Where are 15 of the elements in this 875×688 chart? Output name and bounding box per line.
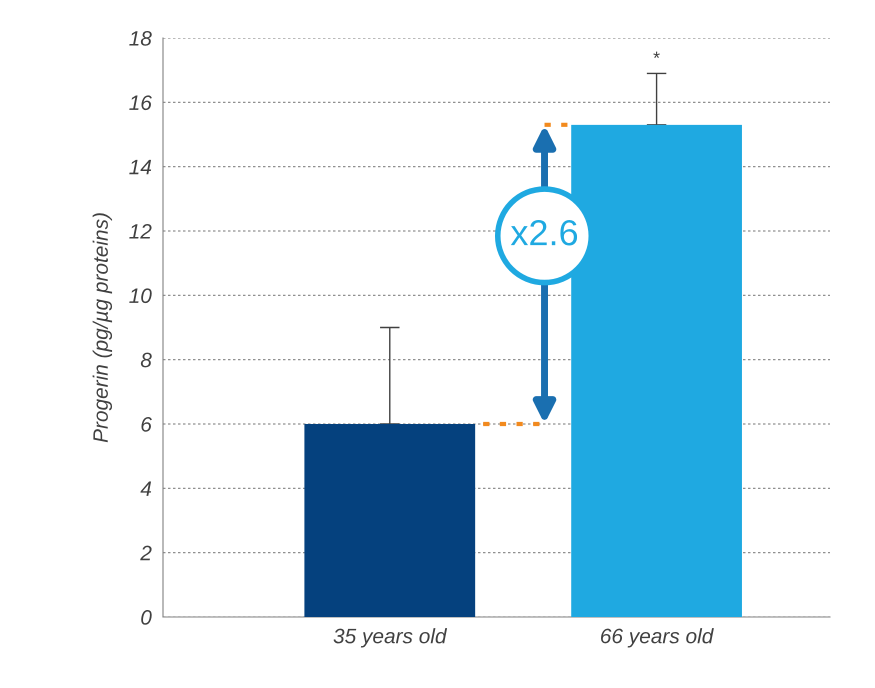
y-tick-label: 14 (129, 160, 152, 174)
y-tick-label: 6 (141, 417, 152, 432)
y-tick-label: 10 (129, 288, 152, 304)
y-tick-label: 8 (140, 352, 152, 368)
y-tick-label: 0 (141, 610, 152, 625)
annotation: * (653, 52, 660, 58)
y-axis-title: Progerin (pg/µg proteins) (92, 213, 112, 442)
x-tick-label: 66 years old (601, 628, 714, 648)
y-tick-label: 18 (129, 31, 152, 46)
x-tick-label: 35 years old (334, 628, 448, 648)
y-tick-label: 2 (140, 546, 152, 560)
y-tick-label: 4 (140, 482, 152, 496)
y-tick-label: 12 (129, 224, 152, 239)
y-tick-label: 16 (129, 95, 152, 110)
annotation: x2.6 (510, 220, 578, 246)
